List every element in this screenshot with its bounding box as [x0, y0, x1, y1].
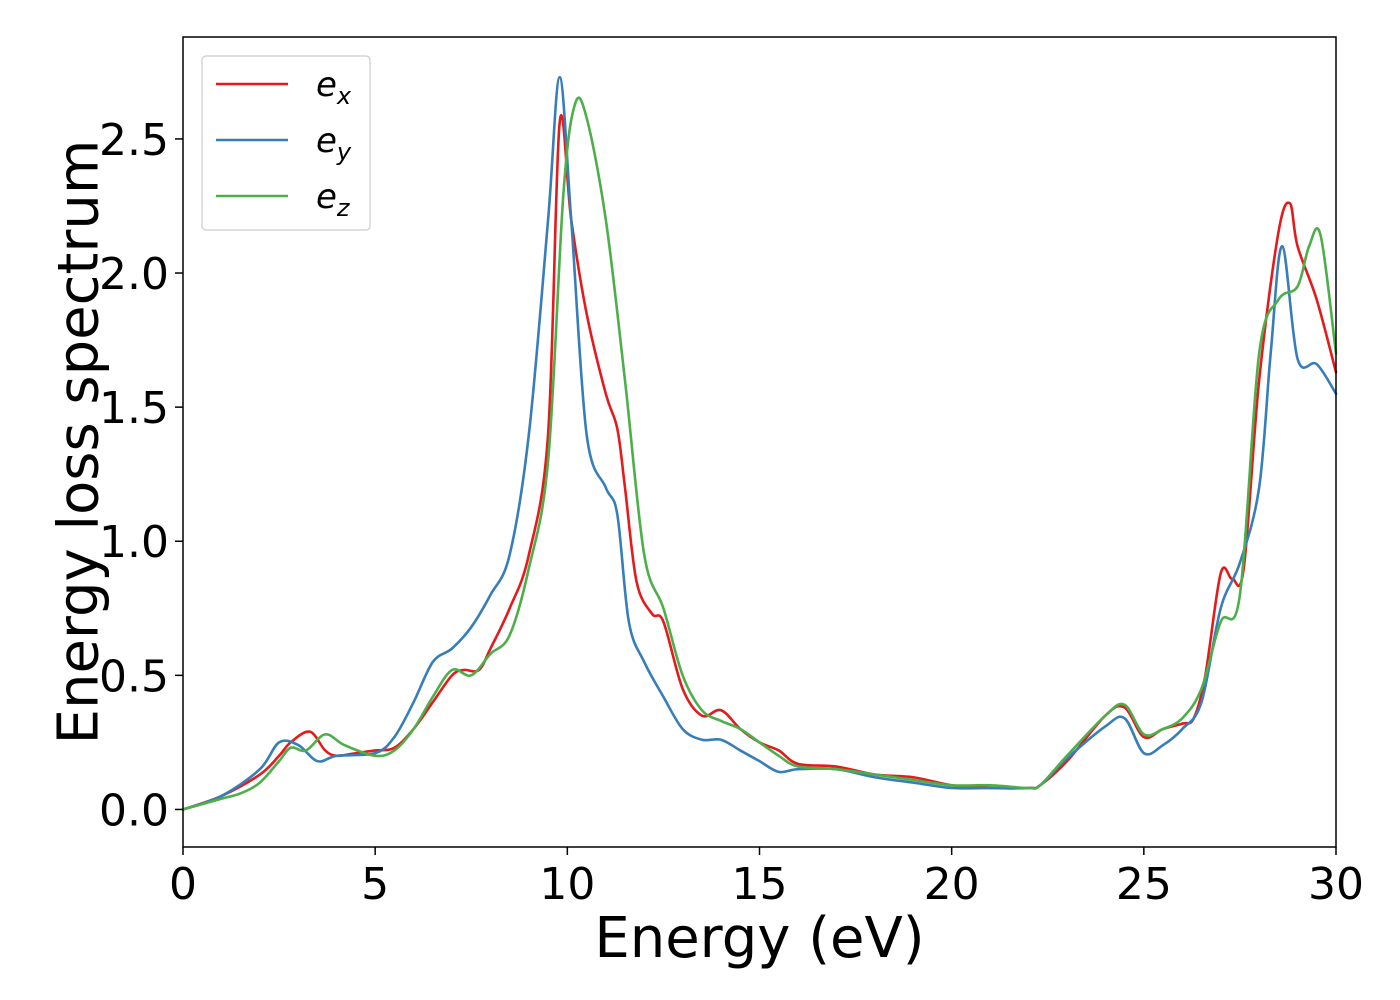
- y-tick-label: 1.5: [99, 383, 169, 434]
- y-tick-label: 2.5: [99, 115, 169, 166]
- x-tick-label: 0: [169, 859, 197, 910]
- x-tick-label: 5: [361, 859, 389, 910]
- ticks-layer: 0 5 10 15 20 25 30 0.0 0.5 1.0 1.5 2.0 2.5: [99, 115, 1364, 910]
- legend-label-z: ez: [316, 177, 351, 222]
- legend: ex ey ez: [201, 55, 371, 231]
- series-line-y: [181, 75, 1338, 811]
- legend-label-x: ex: [316, 65, 352, 110]
- y-axis-title: Energy loss spectrum: [47, 140, 112, 745]
- x-tick-label: 10: [539, 859, 595, 910]
- series-layer: [181, 75, 1338, 811]
- x-tick-label: 20: [924, 859, 980, 910]
- x-axis-title: Energy (eV): [594, 906, 924, 971]
- y-tick-label: 2.0: [99, 249, 169, 300]
- y-tick-label: 0.0: [99, 785, 169, 836]
- x-tick-label: 30: [1308, 859, 1364, 910]
- x-tick-label: 25: [1116, 859, 1172, 910]
- legend-box: [201, 55, 371, 231]
- series-line-z: [181, 96, 1338, 811]
- y-tick-label: 1.0: [99, 517, 169, 568]
- legend-label-y: ey: [316, 121, 352, 166]
- y-tick-label: 0.5: [99, 651, 169, 702]
- x-tick-label: 15: [732, 859, 788, 910]
